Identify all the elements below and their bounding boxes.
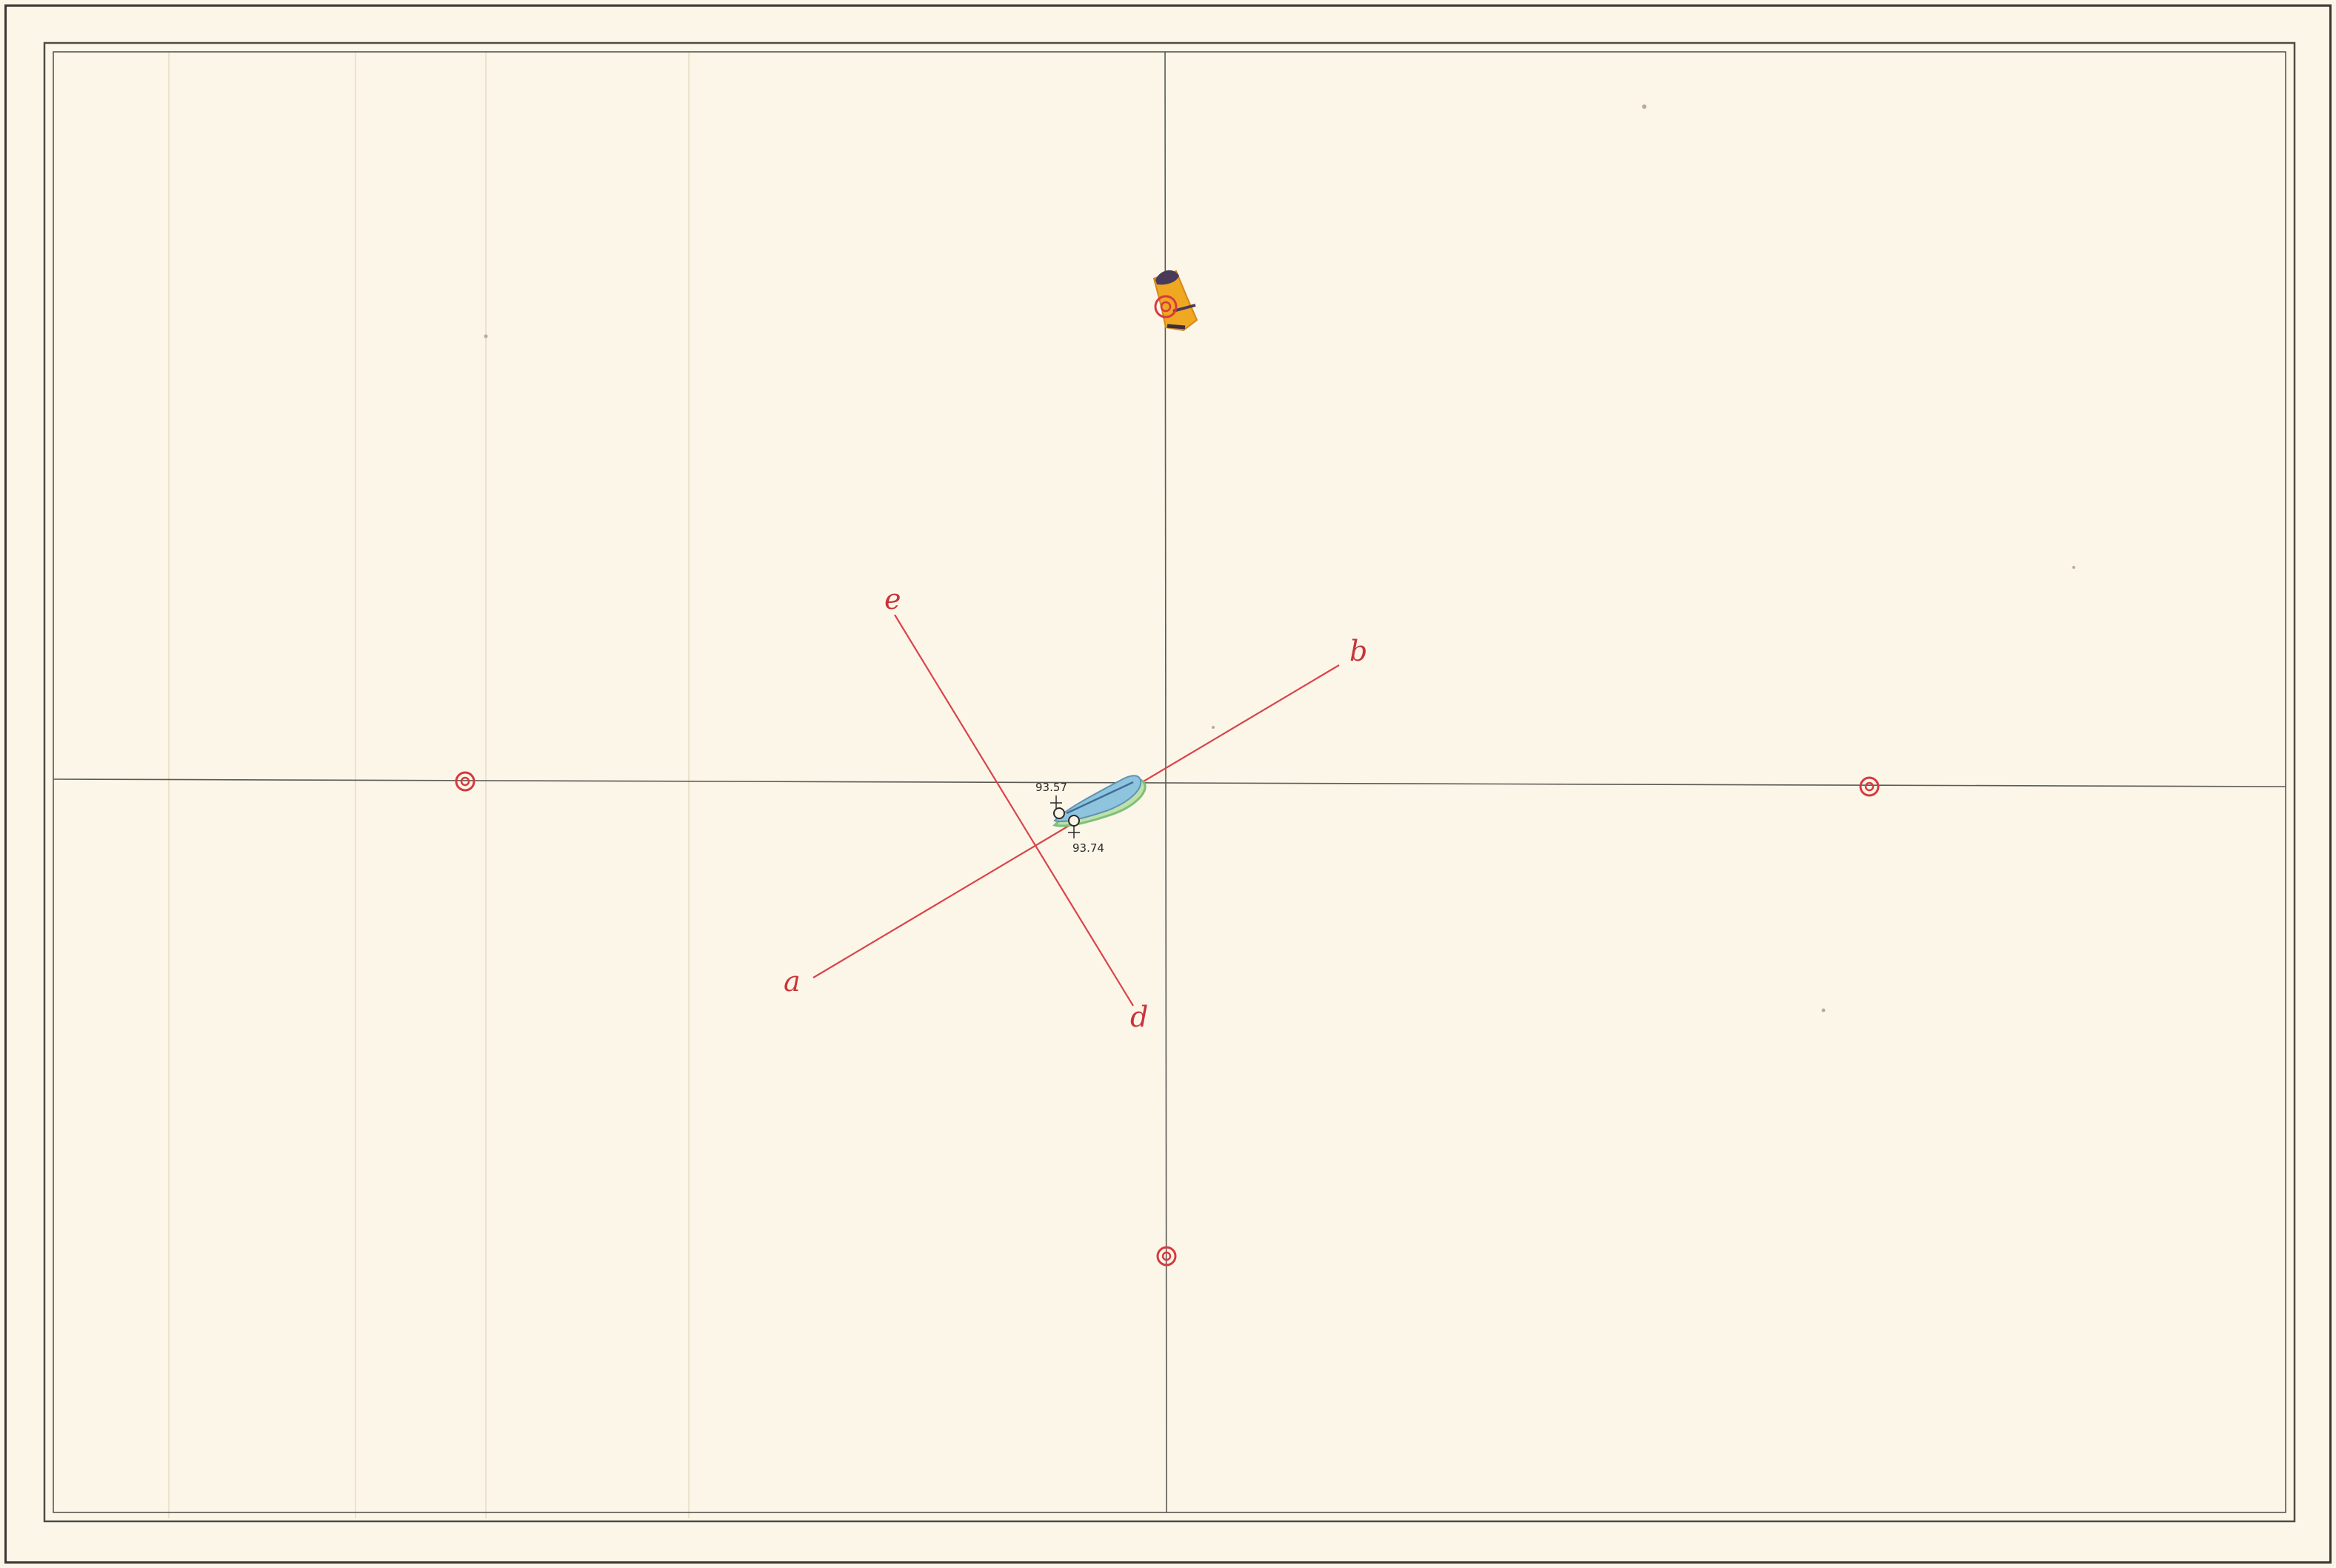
landmark-building	[1152, 270, 1198, 332]
horizontal-axis	[53, 778, 2286, 787]
spot-height-lower: 93.74	[1072, 841, 1104, 855]
label-e: e	[884, 583, 901, 615]
label-b: b	[1349, 635, 1367, 667]
marker-right-double-circle-marker-icon	[1859, 776, 1880, 797]
survey-markers	[455, 295, 1880, 1267]
marker-top-double-circle-marker-icon	[1154, 295, 1178, 318]
spot-height-upper: 93.57	[1035, 781, 1067, 794]
section-line-ed	[894, 614, 1134, 1007]
paper-ruling	[168, 52, 690, 1518]
landmark-stripe	[1172, 304, 1196, 313]
marker-left-double-circle-marker-icon	[455, 771, 475, 792]
landmark-cap	[1155, 270, 1179, 285]
spot-heights: 93.57 93.74	[1035, 781, 1104, 855]
label-d: d	[1130, 1001, 1148, 1033]
landmark-base	[1167, 324, 1186, 330]
map-frame	[43, 41, 2296, 1523]
paper-specks	[484, 104, 2075, 1012]
marker-bottom-double-circle-marker-icon	[1156, 1246, 1177, 1267]
pond-feature	[1052, 775, 1147, 827]
spot-height-upper-point	[1053, 807, 1065, 819]
pond-shoreline	[1066, 781, 1134, 815]
spot-height-lower-point	[1068, 815, 1080, 827]
label-a: a	[784, 965, 801, 998]
